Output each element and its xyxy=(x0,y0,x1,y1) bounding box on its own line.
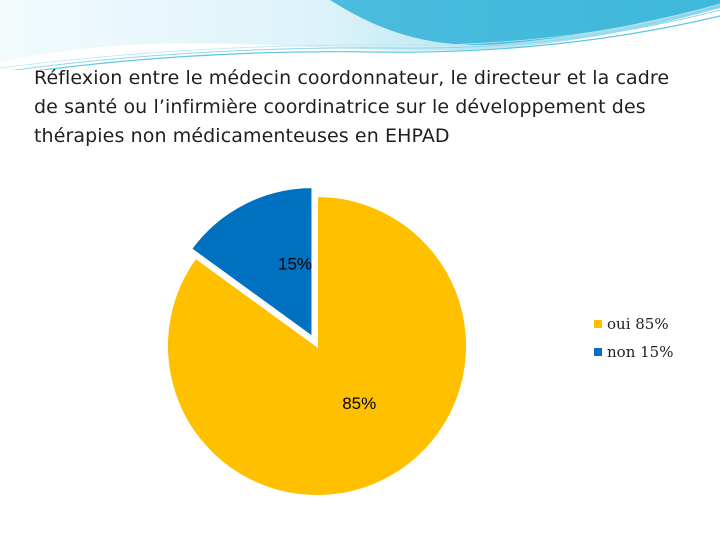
slice-label-non: 15% xyxy=(278,255,312,274)
legend-item-oui: oui 85% xyxy=(594,310,673,338)
wave-line xyxy=(0,3,720,69)
wave-line xyxy=(38,15,720,70)
legend-label-non: non 15% xyxy=(607,343,674,361)
slice-label-oui: 85% xyxy=(342,394,376,413)
legend-item-non: non 15% xyxy=(594,338,673,366)
pie-slice-non xyxy=(189,186,314,340)
chart-legend: oui 85% non 15% xyxy=(594,310,673,366)
legend-swatch-oui xyxy=(594,320,602,328)
legend-label-oui: oui 85% xyxy=(607,315,669,333)
wave-band-dark xyxy=(330,0,720,45)
wave-line xyxy=(11,9,720,70)
header-wave-decoration xyxy=(0,0,720,70)
pie-slice-oui xyxy=(166,194,468,497)
legend-swatch-non xyxy=(594,348,602,356)
chart-title: Réflexion entre le médecin coordonnateur… xyxy=(34,67,670,147)
